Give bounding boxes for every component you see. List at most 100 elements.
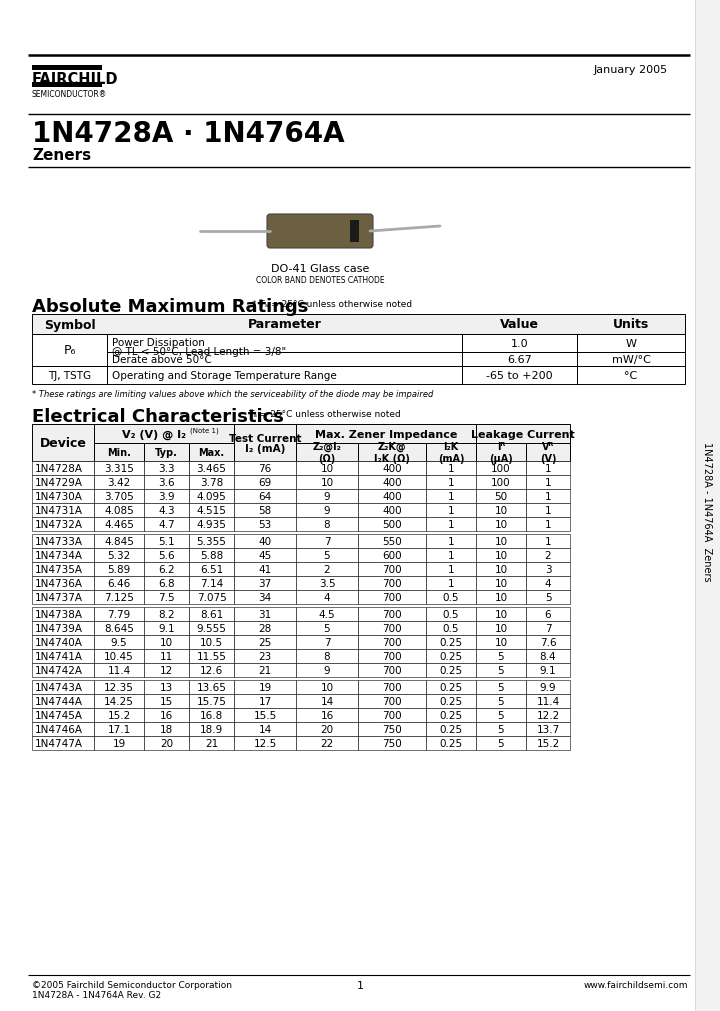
Bar	[296, 489, 358, 503]
Bar	[189, 444, 234, 462]
Bar	[94, 635, 144, 649]
Bar	[189, 663, 234, 677]
Text: 14: 14	[258, 724, 271, 734]
Bar	[234, 608, 296, 622]
Bar	[476, 695, 526, 709]
Text: -65 to +200: -65 to +200	[486, 371, 553, 380]
Text: 6.8: 6.8	[158, 578, 175, 588]
Text: 10: 10	[320, 477, 333, 487]
Text: 10: 10	[495, 506, 508, 516]
Text: 10: 10	[495, 592, 508, 603]
Bar	[234, 695, 296, 709]
Bar	[426, 649, 476, 663]
Text: 11: 11	[160, 651, 173, 661]
Text: 0.25: 0.25	[439, 724, 462, 734]
Text: 8.4: 8.4	[540, 651, 557, 661]
Bar	[189, 695, 234, 709]
Bar	[577, 335, 685, 353]
Bar	[144, 489, 189, 503]
Bar	[32, 680, 94, 695]
Bar	[296, 680, 358, 695]
Text: 37: 37	[258, 578, 271, 588]
Bar	[144, 635, 189, 649]
Bar	[189, 535, 234, 548]
Bar	[476, 736, 526, 750]
Bar	[94, 695, 144, 709]
Bar	[189, 518, 234, 532]
Text: 2: 2	[545, 550, 552, 560]
Bar	[189, 722, 234, 736]
Bar	[476, 622, 526, 635]
Text: 15.5: 15.5	[253, 711, 276, 720]
Bar	[476, 562, 526, 576]
Text: 28: 28	[258, 624, 271, 633]
Text: °C: °C	[624, 371, 638, 380]
Text: 34: 34	[258, 592, 271, 603]
Bar	[234, 622, 296, 635]
Bar	[94, 722, 144, 736]
Bar	[189, 590, 234, 605]
Bar	[476, 663, 526, 677]
Text: 9.1: 9.1	[540, 665, 557, 675]
Text: 5: 5	[498, 697, 504, 707]
Bar	[32, 663, 94, 677]
Bar	[234, 503, 296, 518]
Bar	[476, 425, 570, 444]
Text: 31: 31	[258, 610, 271, 620]
Bar	[526, 462, 570, 475]
Text: 600: 600	[382, 550, 402, 560]
Text: Device: Device	[40, 437, 86, 450]
Text: Z₂K@
I₂K (Ω): Z₂K@ I₂K (Ω)	[374, 442, 410, 463]
Bar	[144, 722, 189, 736]
Text: 3: 3	[545, 564, 552, 574]
Text: 4.095: 4.095	[197, 491, 226, 501]
Text: 1N4737A: 1N4737A	[35, 592, 83, 603]
Bar	[426, 608, 476, 622]
Text: 750: 750	[382, 724, 402, 734]
Text: 10: 10	[160, 637, 173, 647]
Bar	[426, 475, 476, 489]
Bar	[358, 562, 426, 576]
Text: 3.5: 3.5	[319, 578, 336, 588]
Text: 3.78: 3.78	[200, 477, 223, 487]
Bar	[144, 503, 189, 518]
Bar	[358, 475, 426, 489]
Bar	[94, 576, 144, 590]
Bar	[144, 608, 189, 622]
Text: 5: 5	[498, 724, 504, 734]
Text: 10: 10	[495, 537, 508, 547]
Text: 10: 10	[320, 463, 333, 473]
Text: Z₂@I₂
(Ω): Z₂@I₂ (Ω)	[312, 442, 341, 463]
Bar	[94, 462, 144, 475]
Bar	[526, 518, 570, 532]
Bar	[426, 590, 476, 605]
Text: 16.8: 16.8	[200, 711, 223, 720]
Bar	[296, 663, 358, 677]
Text: 19: 19	[112, 738, 125, 748]
Text: 7.125: 7.125	[104, 592, 134, 603]
Bar	[296, 548, 358, 562]
Text: 10.5: 10.5	[200, 637, 223, 647]
Text: 700: 700	[382, 610, 402, 620]
Text: 7: 7	[324, 537, 330, 547]
Text: 12.6: 12.6	[200, 665, 223, 675]
Bar	[426, 503, 476, 518]
Text: 18: 18	[160, 724, 173, 734]
Bar	[296, 622, 358, 635]
Text: 13.7: 13.7	[536, 724, 559, 734]
Bar	[577, 353, 685, 367]
Bar	[526, 635, 570, 649]
Bar	[234, 535, 296, 548]
Bar	[94, 489, 144, 503]
Text: 12.5: 12.5	[253, 738, 276, 748]
Text: TJ, TSTG: TJ, TSTG	[48, 371, 91, 380]
Text: 750: 750	[382, 738, 402, 748]
Text: 11.4: 11.4	[536, 697, 559, 707]
Bar	[296, 503, 358, 518]
Text: 7.6: 7.6	[540, 637, 557, 647]
Text: 400: 400	[382, 491, 402, 501]
Bar	[358, 663, 426, 677]
Bar	[476, 649, 526, 663]
Bar	[32, 590, 94, 605]
Bar	[426, 622, 476, 635]
